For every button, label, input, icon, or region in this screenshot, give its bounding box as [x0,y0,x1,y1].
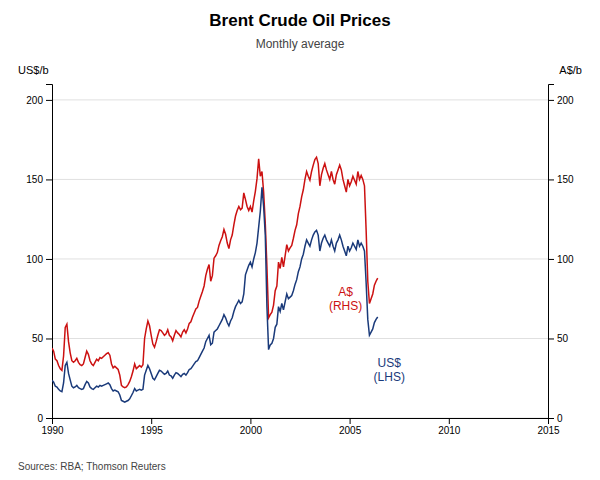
axis-line [53,419,549,425]
tick-mark [548,179,554,180]
tick-label: 50 [557,333,569,344]
grid [52,100,548,418]
y2-axis: 0 50 100 150 200 [548,85,574,424]
tick: 100 [26,254,52,265]
tick-label: 150 [557,174,574,185]
tick-label: 2000 [240,425,263,436]
tick-mark [350,418,351,424]
annotation-line: (LHS) [374,370,405,384]
grid-line [52,258,548,259]
y-axis-label: US$/b [18,64,49,76]
tick-label: 0 [37,413,43,424]
tick-label: 2015 [537,425,560,436]
tick-label: 50 [32,333,44,344]
tick-mark [46,338,52,339]
title: Brent Crude Oil Prices [209,11,390,30]
grid-line [52,338,548,339]
tick-label: 100 [557,254,574,265]
subtitle: Monthly average [256,37,345,51]
tick: 50 [548,333,569,344]
annotation: US$(LHS) [374,356,405,384]
tick: 200 [548,95,574,106]
series-line [52,187,378,402]
tick-label: 150 [26,174,43,185]
tick: 2000 [240,418,263,436]
tick: 100 [548,254,574,265]
tick-mark [46,418,52,419]
tick: 0 [37,413,52,424]
x-axis: 1990 1995 2000 2005 2010 2015 [41,418,560,436]
tick: 200 [26,95,52,106]
tick-mark [46,100,52,101]
tick-mark [46,179,52,180]
chart: Brent Crude Oil Prices Monthly average 199… [0,0,600,480]
tick: 0 [548,413,563,424]
tick-mark [46,259,52,260]
annotation-line: US$ [378,356,402,370]
plot: 1990199520002005201020150501001502000501… [26,85,574,437]
annotation: A$(RHS) [329,285,362,313]
tick-label: 2005 [339,425,362,436]
tick-label: 0 [557,413,563,424]
series-line [52,157,378,388]
tick: 50 [32,333,52,344]
tick-mark [548,338,554,339]
tick-label: 200 [26,95,43,106]
tick-label: 200 [557,95,574,106]
tick-mark [548,100,554,101]
grid-line [52,179,548,180]
grid-line [52,99,548,100]
annotation-line: (RHS) [329,299,362,313]
tick-mark [548,418,554,419]
tick: 2005 [339,418,362,436]
axis-line [549,85,555,419]
tick: 1995 [141,418,164,436]
tick-label: 1990 [41,425,64,436]
tick-mark [151,418,152,424]
axis-line [46,85,53,419]
tick-label: 1995 [141,425,164,436]
source: Sources: RBA; Thomson Reuters [18,461,166,472]
y2-axis-label: A$/b [559,64,582,76]
annotation-line: A$ [338,285,353,299]
tick-label: 100 [26,254,43,265]
y-axis: 0 50 100 150 200 [26,85,52,424]
tick-mark [250,418,251,424]
tick: 1990 [41,418,64,436]
tick-mark [449,418,450,424]
lines [52,157,378,402]
tick-mark [548,259,554,260]
tick: 2010 [438,418,461,436]
tick-label: 2010 [438,425,461,436]
tick: 150 [548,174,574,185]
tick: 150 [26,174,52,185]
